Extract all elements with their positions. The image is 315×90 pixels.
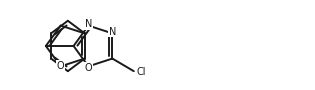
Text: N: N <box>109 27 116 37</box>
Text: Cl: Cl <box>137 67 146 77</box>
Text: N: N <box>85 19 92 29</box>
Text: O: O <box>57 61 65 71</box>
Text: O: O <box>85 63 92 73</box>
